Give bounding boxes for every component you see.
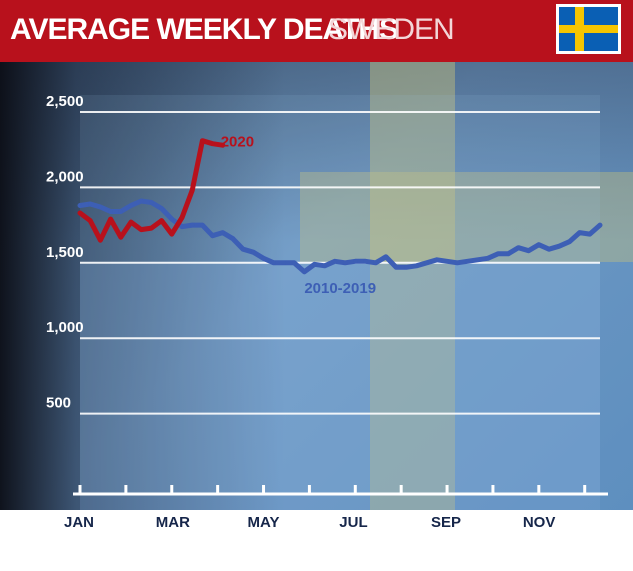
y-tick-label: 2,000 (46, 168, 84, 185)
data-point (434, 257, 440, 262)
data-point (536, 242, 542, 247)
data-point (424, 260, 429, 265)
data-point (465, 259, 470, 264)
data-point (200, 138, 205, 143)
data-point (138, 198, 144, 204)
title-banner: AVERAGE WEEKLY DEATHS SWEDEN (0, 0, 633, 62)
data-point (291, 260, 297, 265)
data-point (159, 218, 164, 223)
data-point (77, 210, 83, 216)
data-point (475, 257, 480, 262)
series-line-baseline (77, 198, 603, 275)
data-point (444, 259, 450, 264)
data-point (98, 237, 103, 243)
y-tick-label: 500 (46, 395, 71, 412)
data-point (240, 247, 246, 252)
data-point (322, 263, 327, 269)
data-point (87, 201, 93, 207)
data-point (383, 254, 389, 259)
data-point (312, 262, 317, 267)
data-point (455, 260, 460, 265)
plot-area (80, 95, 600, 495)
data-point (220, 230, 225, 235)
data-point (118, 234, 123, 240)
x-tick-label: NOV (523, 514, 556, 531)
data-point (210, 233, 215, 238)
data-point (281, 260, 287, 265)
data-point (393, 265, 399, 270)
data-point (128, 203, 134, 208)
data-point (98, 204, 103, 210)
data-point (546, 247, 552, 252)
x-tick-label: MAY (248, 514, 280, 531)
data-point (302, 269, 307, 275)
data-point (506, 251, 511, 256)
data-point (138, 227, 144, 232)
data-point (200, 222, 205, 228)
chart-subtitle: SWEDEN (328, 13, 455, 46)
series-label: 2020 (221, 134, 254, 151)
data-point (118, 209, 123, 214)
data-point (169, 216, 174, 222)
data-point (169, 231, 174, 237)
data-point (87, 218, 93, 223)
data-point (363, 259, 368, 264)
data-point (414, 263, 419, 269)
data-point (108, 209, 113, 214)
data-point (495, 251, 501, 256)
data-point (577, 230, 582, 235)
data-point (230, 236, 236, 241)
x-tick-label: MAR (156, 514, 190, 531)
y-tick-label: 1,500 (46, 244, 84, 261)
data-point (128, 219, 134, 225)
data-point (342, 260, 348, 265)
data-point (159, 206, 164, 211)
data-point (220, 142, 225, 148)
data-point (149, 200, 154, 205)
chart-title: AVERAGE WEEKLY DEATHS (10, 13, 399, 46)
data-point (251, 250, 256, 255)
data-point (189, 222, 195, 228)
data-point (597, 222, 603, 228)
data-point (485, 256, 491, 261)
x-tick-label: SEP (431, 514, 461, 531)
data-point (179, 224, 185, 229)
data-point (557, 244, 562, 249)
data-point (587, 231, 593, 237)
x-tick-label: JUL (339, 514, 367, 531)
data-point (77, 203, 83, 208)
y-tick-label: 1,000 (46, 319, 84, 336)
sweden-flag-icon (556, 4, 621, 54)
x-tick-label: JAN (64, 514, 94, 531)
series-label: 2010-2019 (304, 280, 376, 297)
data-point (271, 260, 276, 265)
data-point (373, 260, 378, 265)
y-tick-label: 2,500 (46, 93, 84, 110)
data-point (149, 225, 154, 231)
data-point (261, 256, 266, 261)
data-point (353, 259, 358, 264)
data-point (567, 239, 572, 244)
data-point (516, 245, 521, 250)
data-point (189, 188, 195, 193)
data-point (332, 259, 338, 264)
data-point (108, 216, 113, 222)
data-point (404, 265, 409, 270)
data-point (210, 141, 215, 146)
data-point (526, 248, 531, 253)
data-point (179, 215, 185, 220)
